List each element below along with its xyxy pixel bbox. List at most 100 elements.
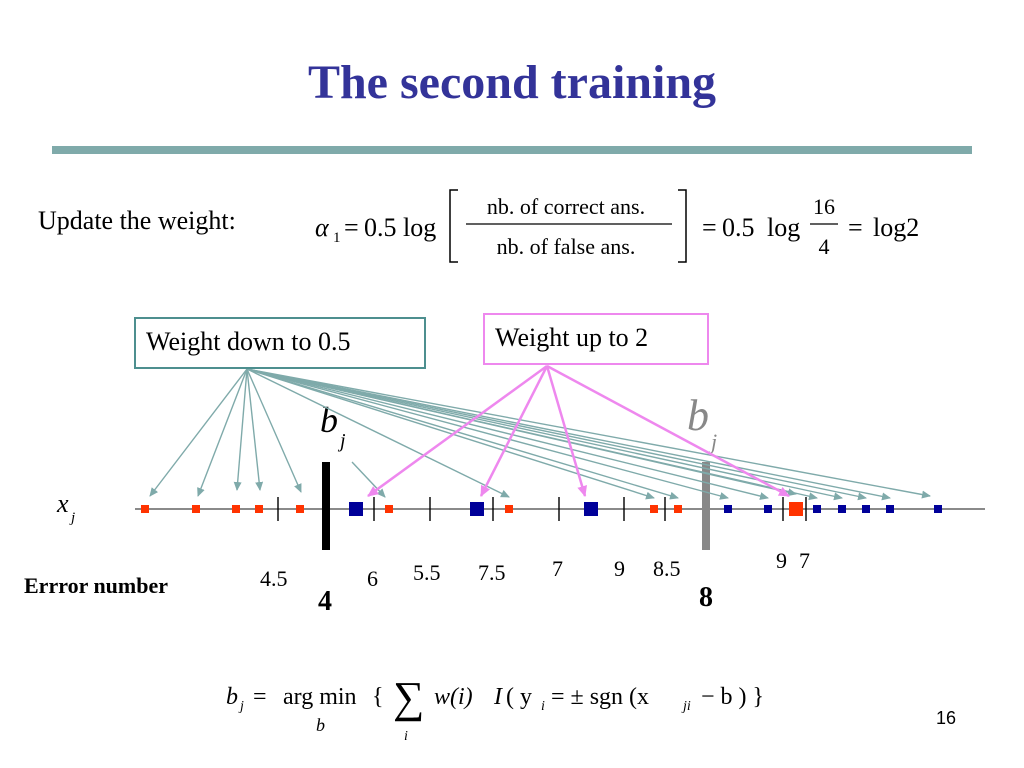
threshold-label-2: b [687,391,709,440]
log-1: log [403,213,436,242]
equals-sign-1: = [344,213,359,242]
red-point [296,505,304,513]
weight-up-arrow [367,364,548,498]
weight-down-arrow [246,368,264,491]
weight-down-arrow [197,368,248,497]
threshold-label-1: b [320,400,338,440]
weight-down-arrow [246,368,510,498]
error-number-label: Errror number [24,573,168,598]
axis-var: x [56,489,69,518]
red-point [141,505,149,513]
weight-down-arrows [149,368,931,501]
fraction-denominator: nb. of false ans. [497,234,636,259]
blue-point [470,502,484,516]
weight-up-arrow [546,364,790,498]
indicator-term: I [493,684,503,710]
red-point [674,505,682,513]
blue-point [724,505,732,513]
mid-denominator: 4 [819,234,830,259]
error-value: 6 [367,566,378,591]
coef-2: 0.5 [722,213,755,242]
update-weight-label: Update the weight: [38,206,236,235]
sum-symbol: ∑ [393,673,424,722]
blue-point [584,502,598,516]
argmin-op: arg min [283,684,357,710]
error-value: 7 [552,556,563,581]
result: log2 [873,213,919,242]
argmin-tail: − b ) } [701,684,764,710]
weight-down-arrow [149,368,248,497]
threshold-error-1: 4 [318,586,332,617]
axis-var-sub: j [69,510,75,526]
equals-sign-3: = [848,213,863,242]
indicator-body: ( y [506,684,532,710]
alpha-subscript: 1 [333,230,341,246]
blue-point [764,505,772,513]
threshold-label-1-sub: j [337,430,346,452]
red-point [232,505,240,513]
alpha-symbol: α [315,213,330,242]
error-value: 7.5 [478,560,506,585]
data-points [141,502,942,516]
weight-up-arrows [367,364,790,498]
threshold-error-2: 8 [699,582,713,613]
tick-dividers [277,497,807,521]
log-2: log [767,213,800,242]
red-point [650,505,658,513]
error-value: 5.5 [413,560,441,585]
blue-point [886,505,894,513]
weight-down-arrow [246,368,843,501]
argmin-under: b [316,715,325,735]
page-title: The second training [307,56,717,109]
blue-point [813,505,821,513]
threshold-label-2-sub: j [708,429,717,454]
error-value: 9 [776,548,787,573]
weight-down-arrow [246,368,891,501]
y-sub: i [541,699,545,714]
weight-down-arrow [233,368,248,491]
red-point [192,505,200,513]
argmin-lhs: b [226,684,238,710]
error-value: 4.5 [260,566,288,591]
weight-up-arrow [545,365,587,497]
weight-up-box: Weight up to 2 [483,313,709,365]
red-point [255,505,263,513]
argmin-lhs-sub: j [238,699,244,714]
weight-down-arrow [246,368,769,500]
blue-point [862,505,870,513]
equals-sign-2: = [702,213,717,242]
weight-up-arrow [479,365,549,497]
weight-down-box: Weight down to 0.5 [134,317,426,369]
weight-down-arrow [246,368,818,501]
red-point [385,505,393,513]
mid-numerator: 16 [813,194,835,219]
weight-down-arrow [351,461,386,498]
argmin-brace: { [372,684,384,710]
left-bracket [449,189,458,263]
title-divider [52,146,972,154]
weight-down-arrow [246,368,729,500]
sum-sub: i [404,729,408,744]
coef-1: 0.5 [364,213,397,242]
blue-point [349,502,363,516]
weight-term: w(i) [434,684,473,710]
blue-point [838,505,846,513]
weight-down-arrow [246,368,302,493]
weight-down-arrow [246,368,931,499]
weight-down-arrow [246,368,867,501]
right-bracket [678,189,687,263]
blue-point [934,505,942,513]
error-value: 9 [614,556,625,581]
argmin-equals: = [253,684,267,710]
red-point [789,502,803,516]
error-value: 8.5 [653,556,681,581]
page-number: 16 [936,708,957,728]
x-sub: ji [681,699,691,714]
weight-down-arrow [246,368,655,500]
sgn-term: = ± sgn (x [551,684,649,710]
weight-down-arrow [246,368,679,500]
red-point [505,505,513,513]
